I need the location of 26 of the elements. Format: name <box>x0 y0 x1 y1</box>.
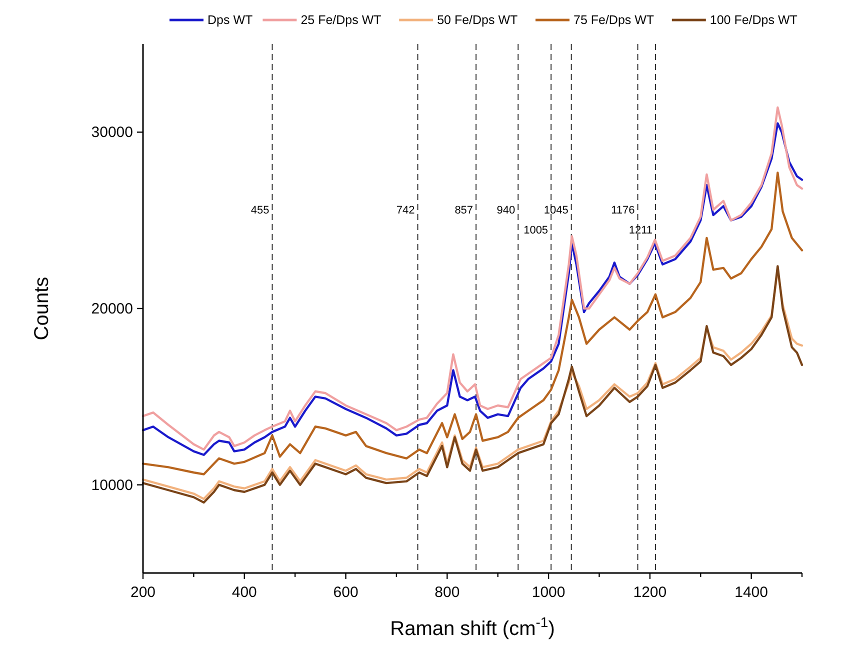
x-tick-label: 1200 <box>633 584 667 601</box>
y-tick-label: 30000 <box>91 124 133 142</box>
ref-line-label: 1045 <box>544 204 568 216</box>
ref-line-label: 455 <box>250 204 270 216</box>
ref-line-label: 857 <box>454 204 474 216</box>
x-axis-title: Raman shift (cm$^{-1}$) <box>390 614 555 640</box>
x-tick-label: 1000 <box>532 584 566 601</box>
y-tick-label: 10000 <box>91 476 133 494</box>
ref-line-label: 742 <box>396 204 415 216</box>
x-tick-label: 400 <box>232 584 257 601</box>
x-tick-label: 800 <box>434 584 460 601</box>
legend-label: 100 Fe/Dps WT <box>710 13 798 27</box>
legend-label: 50 Fe/Dps WT <box>437 13 518 27</box>
ref-line-label: 1176 <box>611 204 635 216</box>
y-tick-label: 20000 <box>91 300 133 318</box>
x-tick-label: 200 <box>130 584 156 601</box>
x-tick-label: 600 <box>333 584 358 601</box>
line-series <box>142 172 804 476</box>
y-axis-title: Counts <box>31 276 53 340</box>
legend-label: Dps WT <box>208 13 253 27</box>
x-tick-label: 1400 <box>734 584 768 601</box>
ref-line-label: 1005 <box>524 224 548 236</box>
legend-label: 75 Fe/Dps WT <box>574 13 654 27</box>
ref-line-label: 1211 <box>628 224 652 236</box>
legend-label: 25 Fe/Dps WT <box>300 13 382 27</box>
ref-line-label: 940 <box>496 204 516 216</box>
